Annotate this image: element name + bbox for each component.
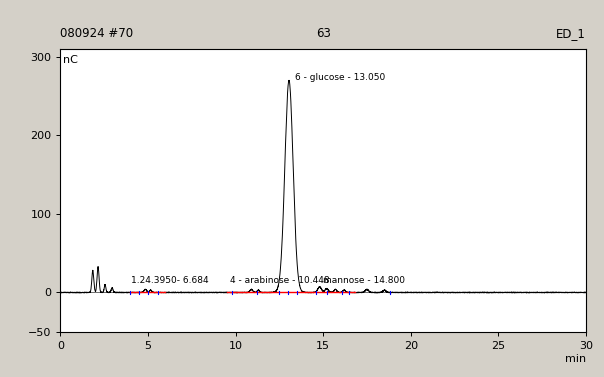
Text: ED_1: ED_1 [556,27,586,40]
Text: 4 - arabinose - 10.448: 4 - arabinose - 10.448 [230,276,330,285]
Text: min: min [565,354,586,365]
Text: 080924 #70: 080924 #70 [60,27,133,40]
Text: 1.24.3950- 6.684: 1.24.3950- 6.684 [131,276,209,285]
Text: 6 - glucose - 13.050: 6 - glucose - 13.050 [295,73,385,82]
Text: nC: nC [63,55,78,65]
Text: mannose - 14.800: mannose - 14.800 [323,276,405,285]
Text: 63: 63 [316,27,330,40]
